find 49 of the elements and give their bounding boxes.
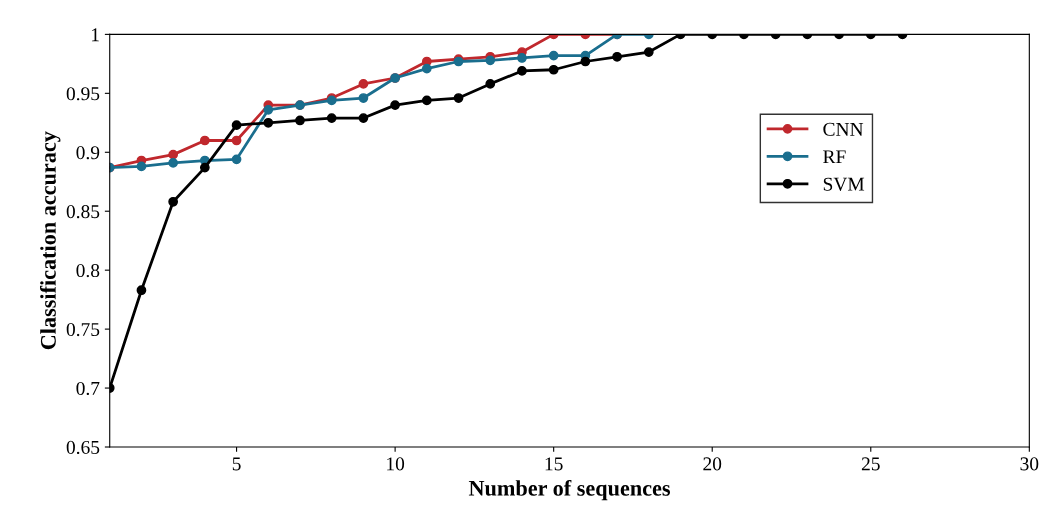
point: [612, 51, 622, 62]
point: [231, 135, 242, 146]
x-tick-label: 30: [1020, 457, 1039, 471]
point: [168, 158, 179, 168]
point: [517, 66, 527, 76]
point: [548, 50, 559, 61]
point: [485, 79, 496, 89]
point: [421, 63, 432, 74]
point: [358, 79, 369, 89]
point: [263, 117, 274, 128]
point: [168, 196, 179, 207]
y-tick-label: 0.9: [76, 146, 100, 160]
x-tick-label: 5: [232, 457, 241, 471]
point: [326, 113, 337, 123]
x-axis-title: Number of sequences: [468, 479, 671, 501]
point: [548, 64, 559, 75]
point: [390, 100, 400, 110]
point: [136, 161, 147, 172]
y-tick-label: 0.75: [66, 322, 100, 337]
x-tick-label: 15: [545, 457, 563, 471]
point: [580, 56, 591, 67]
point: [231, 120, 242, 131]
legend-label: RF: [823, 150, 846, 164]
point: [421, 95, 432, 106]
point: [136, 285, 147, 296]
point: [358, 93, 369, 103]
y-tick-label: 0.65: [66, 440, 100, 455]
point: [231, 154, 242, 165]
point: [199, 135, 210, 146]
x-tick-label: 20: [703, 457, 722, 471]
y-tick-label: 0.8: [76, 263, 100, 278]
point: [485, 55, 496, 66]
y-tick-label: 0.95: [66, 87, 100, 101]
point: [199, 162, 210, 173]
legend-label: SVM: [823, 177, 865, 191]
y-tick-label: 0.7: [76, 381, 100, 396]
x-tick-label: 25: [861, 457, 880, 471]
x-tick-label: 10: [387, 457, 405, 471]
point: [295, 115, 305, 126]
point: [358, 113, 369, 123]
y-axis-title: Classification accuracy: [39, 131, 61, 350]
legend-label: CNN: [823, 122, 864, 136]
y-tick-label: 0.85: [66, 205, 100, 219]
point: [263, 104, 274, 115]
point: [168, 149, 179, 160]
point: [643, 47, 654, 57]
point: [517, 53, 527, 63]
y-tick-label: 1: [91, 28, 99, 42]
point: [453, 93, 464, 103]
